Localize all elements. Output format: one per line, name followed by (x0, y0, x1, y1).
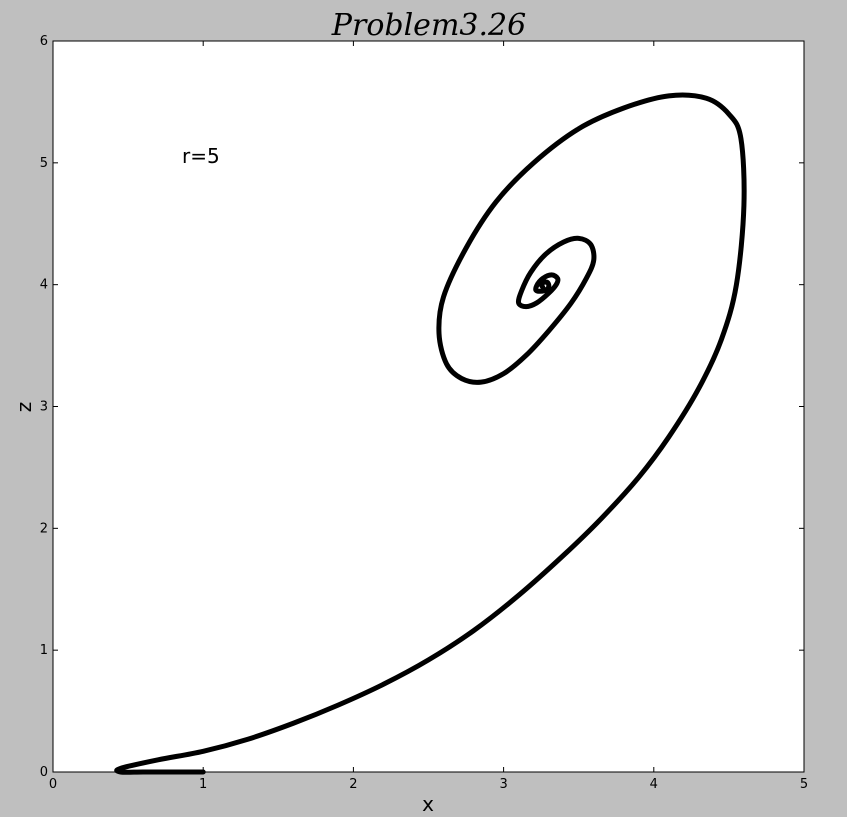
y-tick-label: 2 (40, 521, 48, 536)
x-tick-label: 1 (199, 777, 207, 792)
annotation-label: r=5 (182, 144, 220, 168)
y-tick-label: 4 (40, 278, 48, 293)
x-tick-label: 0 (49, 777, 57, 792)
series-line (114, 92, 747, 775)
y-tick-label: 5 (40, 156, 48, 171)
x-tick-label: 5 (800, 777, 808, 792)
series-layer (114, 92, 747, 775)
y-tick-label: 6 (40, 34, 48, 49)
chart-title: Problem3.26 (331, 8, 526, 43)
axis-ticks: 0 1 2 3 4 5 0 1 2 3 4 5 6 (40, 34, 808, 792)
x-axis-label: x (422, 792, 434, 816)
plot-area (52, 40, 805, 773)
x-tick-label: 3 (499, 777, 507, 792)
x-tick-label: 4 (650, 777, 658, 792)
x-tick-label: 2 (349, 777, 357, 792)
y-tick-label: 1 (40, 643, 48, 658)
y-tick-label: 0 (40, 765, 48, 780)
y-tick-label: 3 (40, 400, 48, 415)
y-axis-label: z (12, 402, 36, 413)
